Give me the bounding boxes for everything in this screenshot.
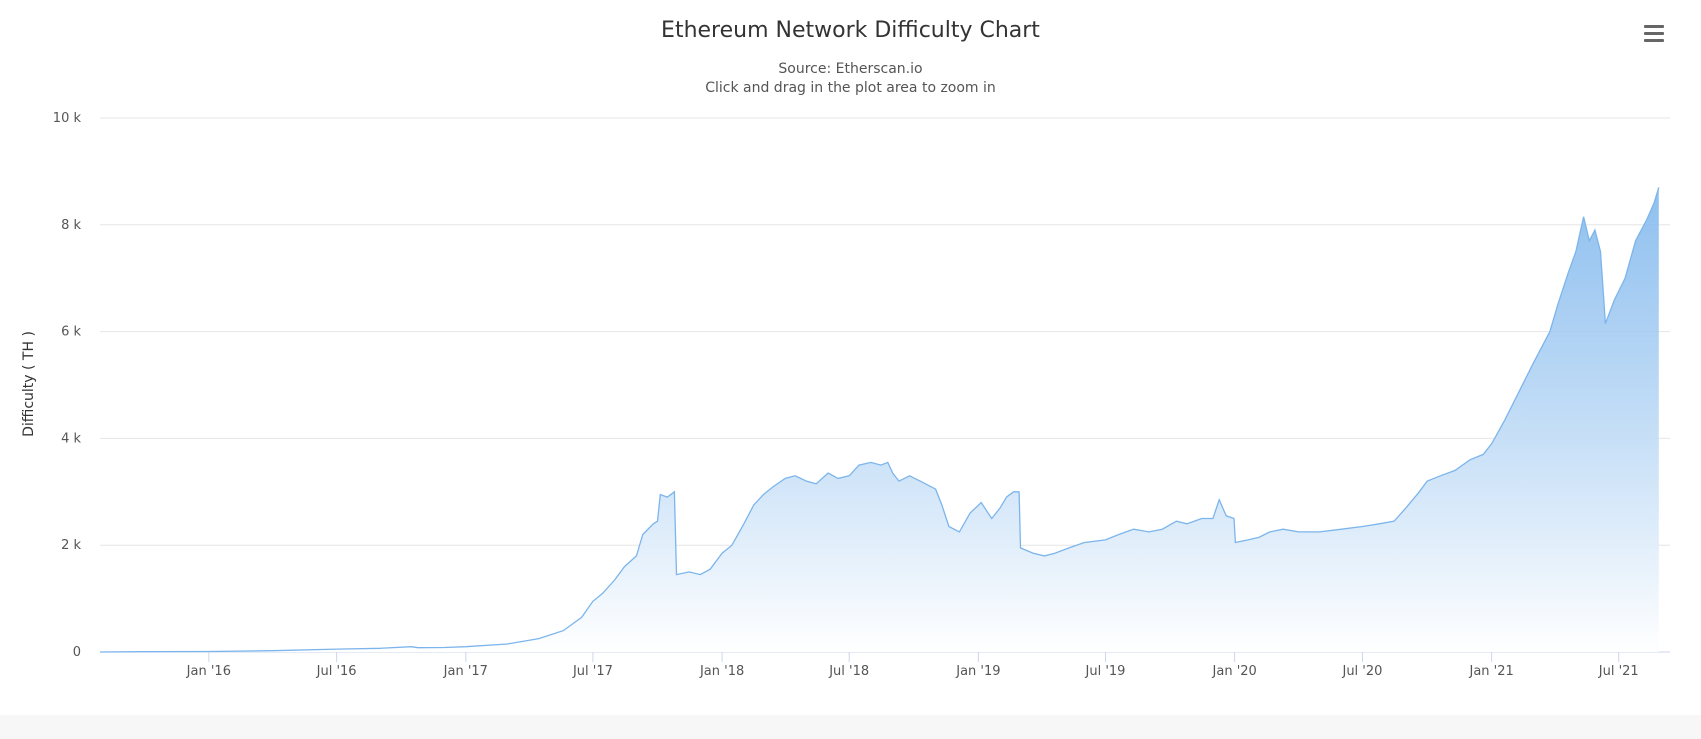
y-tick-label: 10 k	[53, 111, 82, 126]
chart-card: Ethereum Network Difficulty Chart Source…	[0, 0, 1701, 715]
x-tick-label: Jul '19	[1085, 664, 1126, 679]
subtitle-source: Source: Etherscan.io	[778, 61, 923, 77]
y-axis-label: Difficulty ( TH )	[21, 331, 37, 437]
chart-title: Ethereum Network Difficulty Chart	[661, 18, 1040, 43]
x-tick-label: Jan '18	[699, 664, 744, 679]
y-tick-label: 2 k	[61, 538, 81, 553]
x-tick-label: Jul '16	[316, 664, 357, 679]
y-tick-label: 4 k	[61, 431, 81, 446]
difficulty-series-line	[99, 187, 1660, 653]
subtitle-zoom-hint: Click and drag in the plot area to zoom …	[705, 80, 996, 96]
hamburger-menu-icon[interactable]	[1640, 22, 1668, 46]
difficulty-area-fill	[100, 187, 1659, 652]
x-tick-label: Jan '17	[443, 664, 488, 679]
y-tick-label: 8 k	[61, 218, 81, 233]
x-tick-label: Jan '16	[186, 664, 231, 679]
x-tick-label: Jan '20	[1212, 664, 1257, 679]
x-tick-label: Jan '21	[1469, 664, 1514, 679]
y-tick-label: 0	[73, 645, 81, 660]
area-series	[99, 187, 1660, 653]
x-tick-label: Jul '20	[1341, 664, 1382, 679]
chart-subtitle: Source: Etherscan.io Click and drag in t…	[0, 60, 1701, 98]
x-tick-label: Jul '18	[828, 664, 869, 679]
y-tick-label: 6 k	[61, 325, 81, 340]
x-tick-label: Jul '21	[1598, 664, 1639, 679]
chart-plot[interactable]: 0 2 k 4 k 6 k 8 k 10 k Jan '16 Jul '16 Jan '17 Ju…	[0, 0, 1701, 715]
x-tick-label: Jan '19	[955, 664, 1000, 679]
x-tick-label: Jul '17	[572, 664, 613, 679]
axes: 0 2 k 4 k 6 k 8 k 10 k Jan '16 Jul '16 Jan '17 Ju…	[53, 111, 1639, 679]
